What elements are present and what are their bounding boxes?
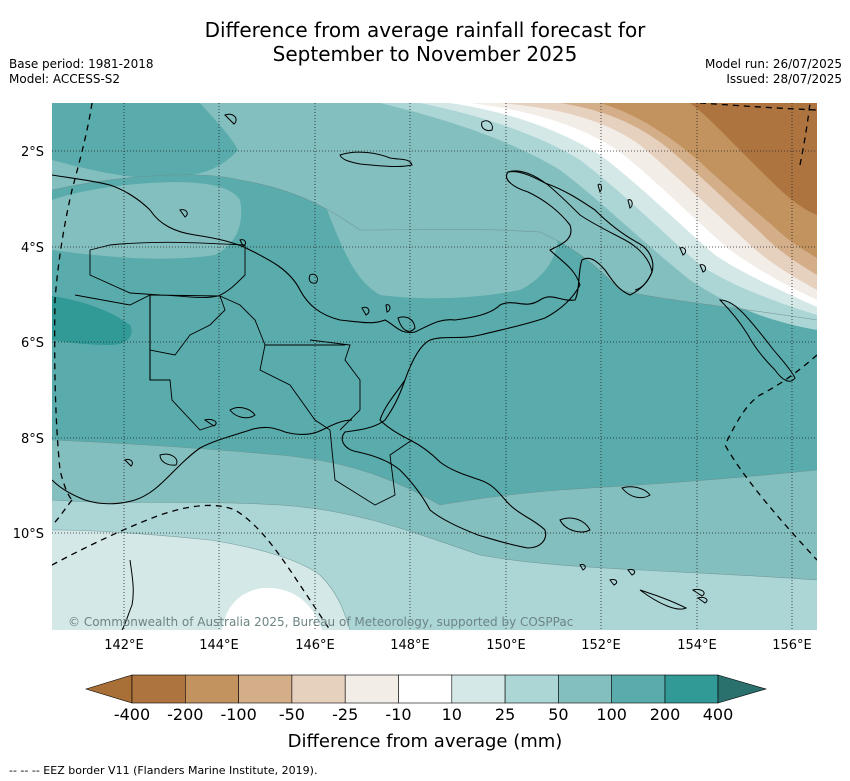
meta-left: Base period: 1981-2018 Model: ACCESS-S2 xyxy=(9,57,154,87)
new-ireland xyxy=(507,170,653,291)
fly-delta-islands xyxy=(203,407,256,427)
colorbar-seg-9 xyxy=(611,674,666,704)
model-name: Model: ACCESS-S2 xyxy=(9,72,121,86)
new-guinea-coast xyxy=(52,171,654,549)
cbar-tick-8: 50 xyxy=(548,705,568,724)
eez-footnote: -- -- -- EEZ border V11 (Flanders Marine… xyxy=(9,764,318,777)
colorbar-seg-7 xyxy=(504,674,559,704)
lat-label-10s: 10°S xyxy=(13,527,44,542)
bougainville xyxy=(718,299,796,382)
admiralty-islands xyxy=(481,120,493,131)
cbar-tick-2: -100 xyxy=(220,705,256,724)
cbar-tick-6: 10 xyxy=(442,705,462,724)
lon-tick-labels: 142°E 144°E 146°E 148°E 150°E 152°E 154°… xyxy=(104,638,812,653)
contour-lines xyxy=(52,174,817,630)
lat-label-4s: 4°S xyxy=(21,241,44,256)
lon-label-152: 152°E xyxy=(581,638,621,653)
colorbar-seg-10 xyxy=(664,674,719,704)
colorbar-extend-left xyxy=(84,674,133,704)
eez-border xyxy=(52,103,817,630)
louisiade-islands xyxy=(639,589,708,610)
cbar-tick-4: -25 xyxy=(332,705,358,724)
lat-label-8s: 8°S xyxy=(21,432,44,447)
colorbar-seg-1 xyxy=(185,674,239,704)
torres-strait-islands xyxy=(124,453,178,467)
band-50-100-inner xyxy=(325,188,559,299)
lat-label-6s: 6°S xyxy=(21,336,44,351)
lon-label-148: 148°E xyxy=(390,638,430,653)
band-minus200-minus400 xyxy=(690,103,817,215)
province-lines xyxy=(74,241,413,506)
trobriand-islands xyxy=(621,486,651,499)
colorbar-seg-3 xyxy=(291,674,346,704)
band-200-400 xyxy=(52,296,132,345)
issued-date: Issued: 28/07/2025 xyxy=(726,72,842,86)
title-line-1: Difference from average rainfall forecas… xyxy=(204,18,646,42)
cbar-tick-10: 200 xyxy=(650,705,681,724)
cbar-tick-11: 400 xyxy=(703,705,734,724)
colorbar-seg-6 xyxy=(451,674,506,704)
base-period: Base period: 1981-2018 xyxy=(9,57,154,71)
woodlark-island xyxy=(691,589,705,597)
band-100-200-nw xyxy=(52,103,238,179)
colorbar-extend-right xyxy=(717,674,768,704)
colorbar xyxy=(84,674,768,704)
lon-label-156: 156°E xyxy=(772,638,812,653)
lihir-islands xyxy=(597,183,707,273)
colorbar-seg-8 xyxy=(558,674,613,704)
lat-tick-labels: 2°S 4°S 6°S 8°S 10°S xyxy=(13,145,44,542)
graticule xyxy=(52,103,817,630)
colorbar-title: Difference from average (mm) xyxy=(287,731,563,752)
cbar-tick-7: 25 xyxy=(495,705,515,724)
cape-york-coast xyxy=(121,559,134,630)
cbar-tick-0: -400 xyxy=(114,705,150,724)
land-outlines xyxy=(52,171,654,549)
lat-label-2s: 2°S xyxy=(21,145,44,160)
long-island xyxy=(361,304,391,316)
map-panel: © Commonwealth of Australia 2025, Bureau… xyxy=(52,103,817,630)
copyright-text: © Commonwealth of Australia 2025, Bureau… xyxy=(68,615,573,629)
colorbar-ticks: -400 -200 -100 -50 -25 -10 10 25 50 100 … xyxy=(114,705,733,724)
model-run: Model run: 26/07/2025 xyxy=(704,57,842,71)
band-100-200 xyxy=(52,174,817,505)
karkar-island xyxy=(308,273,318,284)
meta-right: Model run: 26/07/2025 Issued: 28/07/2025 xyxy=(705,57,842,87)
lon-label-142: 142°E xyxy=(104,638,144,653)
cbar-tick-3: -50 xyxy=(279,705,305,724)
south-islands xyxy=(579,564,636,586)
dentrecasteaux-islands xyxy=(559,517,591,533)
lon-label-144: 144°E xyxy=(199,638,239,653)
title-line-2: September to November 2025 xyxy=(272,42,578,66)
umboi-island xyxy=(397,316,416,332)
lon-label-146: 146°E xyxy=(295,638,335,653)
band-neutral-south xyxy=(222,587,322,630)
colorbar-seg-0 xyxy=(131,674,186,704)
band-50-100-nw xyxy=(52,182,242,259)
cbar-tick-1: -200 xyxy=(167,705,203,724)
south-coast xyxy=(52,419,353,505)
colorbar-seg-5 xyxy=(398,674,453,704)
colorbar-seg-2 xyxy=(238,674,293,704)
cbar-tick-9: 100 xyxy=(596,705,627,724)
cbar-tick-5: -10 xyxy=(385,705,411,724)
colorbar-seg-4 xyxy=(344,674,399,704)
map-title: Difference from average rainfall forecas… xyxy=(0,18,850,66)
manus-island xyxy=(339,151,413,168)
lon-label-154: 154°E xyxy=(677,638,717,653)
islands xyxy=(121,113,796,630)
lon-label-150: 150°E xyxy=(486,638,526,653)
northwest-islands xyxy=(179,113,247,247)
